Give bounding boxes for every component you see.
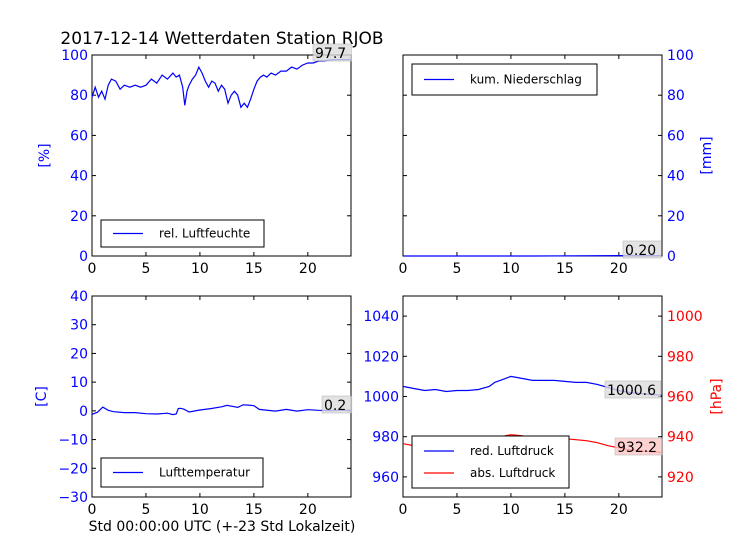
pressure-legend-label: red. Luftdruck bbox=[470, 444, 554, 458]
temperature-legend-label: Lufttemperatur bbox=[159, 466, 250, 480]
humidity-ytick-label: 100 bbox=[61, 48, 88, 64]
precip-xtick-label: 15 bbox=[556, 261, 574, 277]
temperature-xtick-label: 20 bbox=[299, 502, 317, 518]
pressure-right-ytick-label: 980 bbox=[667, 349, 694, 365]
precip-ytick-label: 0 bbox=[667, 249, 676, 265]
temperature-xtick-label: 15 bbox=[245, 502, 263, 518]
precip-xtick-label: 10 bbox=[502, 261, 520, 277]
pressure-legend-box bbox=[411, 435, 570, 489]
precip-ytick-label: 100 bbox=[667, 48, 694, 64]
humidity-xtick-label: 20 bbox=[299, 261, 317, 277]
precip-legend-label: kum. Niederschlag bbox=[470, 73, 582, 87]
temperature-ytick-label: −30 bbox=[58, 490, 88, 506]
temperature-ytick-label: 0 bbox=[79, 404, 88, 420]
temperature-ytick-label: −10 bbox=[58, 433, 88, 449]
temperature-ytick-label: 10 bbox=[70, 375, 88, 391]
precip-xtick-label: 0 bbox=[399, 261, 408, 277]
pressure-absolute-value-label-box bbox=[614, 437, 663, 456]
humidity-xtick-label: 10 bbox=[191, 261, 209, 277]
pressure-right-ytick-label: 960 bbox=[667, 390, 694, 406]
pressure-right-ytick-label: 1000 bbox=[667, 309, 703, 325]
precip-ytick-label: 80 bbox=[667, 88, 685, 104]
precip-value-label: 0.20 bbox=[625, 243, 656, 259]
pressure-panel: 960 980 1000 1020 1040 920 940 960 980 1000 0 5 10 15… bbox=[363, 295, 725, 518]
pressure-ylabel-right: [hPa] bbox=[709, 378, 725, 414]
pressure-xtick-label: 10 bbox=[502, 502, 520, 518]
pressure-left-ytick-label: 1000 bbox=[363, 390, 399, 406]
temperature-xtick-label: 10 bbox=[191, 502, 209, 518]
humidity-value-label: 97.7 bbox=[315, 46, 346, 62]
pressure-right-ytick-label: 940 bbox=[667, 430, 694, 446]
precip-ylabel: [mm] bbox=[699, 136, 715, 174]
precip-ytick-label: 20 bbox=[667, 209, 685, 225]
pressure-left-ytick-label: 980 bbox=[372, 430, 399, 446]
pressure-xtick-label: 20 bbox=[610, 502, 628, 518]
temperature-xtick-label: 0 bbox=[88, 502, 97, 518]
figure-title: 2017-12-14 Wetterdaten Station RJOB bbox=[60, 29, 383, 49]
humidity-legend-label: rel. Luftfeuchte bbox=[159, 227, 250, 241]
temperature-panel: −30 −20 −10 0 10 20 30 40 0 5 10 15 20 [C] 0.2 Lufttemp… bbox=[34, 289, 353, 518]
humidity-series-line bbox=[91, 58, 351, 109]
pressure-reduced-value-label: 1000.6 bbox=[607, 383, 656, 399]
humidity-ytick-label: 80 bbox=[70, 88, 88, 104]
humidity-axes-frame bbox=[91, 54, 352, 257]
humidity-ytick-label: 40 bbox=[70, 169, 88, 185]
temperature-ylabel: [C] bbox=[34, 386, 50, 407]
humidity-xtick-label: 15 bbox=[245, 261, 263, 277]
temperature-value-label: 0.2 bbox=[324, 398, 346, 414]
pressure-left-ytick-label: 1040 bbox=[363, 309, 399, 325]
temperature-ytick-label: −20 bbox=[58, 461, 88, 477]
pressure-xtick-label: 15 bbox=[556, 502, 574, 518]
humidity-panel: 0 20 40 60 80 100 0 5 10 15 20 [%] 97.7 rel. Luftfeuc… bbox=[37, 43, 352, 277]
precip-xtick-label: 5 bbox=[452, 261, 461, 277]
pressure-left-ytick-label: 1020 bbox=[363, 349, 399, 365]
humidity-value-label-box bbox=[312, 43, 352, 62]
pressure-reduced-value-label-box bbox=[604, 380, 661, 399]
humidity-xtick-label: 0 bbox=[88, 261, 97, 277]
humidity-ylabel: [%] bbox=[37, 143, 53, 167]
temperature-ytick-label: 20 bbox=[70, 346, 88, 362]
temperature-ytick-label: 40 bbox=[70, 289, 88, 305]
temperature-ytick-label: 30 bbox=[70, 318, 88, 334]
temperature-series-line bbox=[91, 404, 351, 416]
pressure-absolute-value-label: 932.2 bbox=[617, 440, 657, 456]
pressure-xtick-label: 5 bbox=[452, 502, 461, 518]
humidity-ytick-label: 0 bbox=[79, 249, 88, 265]
precip-xtick-label: 20 bbox=[610, 261, 628, 277]
x-axis-label: Std 00:00:00 UTC (+-23 Std Lokalzeit) bbox=[89, 519, 356, 535]
pressure-xtick-label: 0 bbox=[399, 502, 408, 518]
humidity-ytick-label: 60 bbox=[70, 128, 88, 144]
precip-ytick-label: 60 bbox=[667, 128, 685, 144]
pressure-legend-label: abs. Luftdruck bbox=[470, 466, 555, 480]
precip-ytick-label: 40 bbox=[667, 169, 685, 185]
pressure-right-ytick-label: 920 bbox=[667, 470, 694, 486]
precip-value-label-box bbox=[622, 240, 662, 259]
humidity-ytick-label: 20 bbox=[70, 209, 88, 225]
humidity-xtick-label: 5 bbox=[141, 261, 150, 277]
pressure-left-ytick-label: 960 bbox=[372, 470, 399, 486]
temperature-value-label-box bbox=[321, 395, 353, 414]
temperature-xtick-label: 5 bbox=[141, 502, 150, 518]
precipitation-panel: 0 20 40 60 80 100 0 5 10 15 20 [mm] 0.20 kum. Nieders… bbox=[399, 48, 715, 277]
